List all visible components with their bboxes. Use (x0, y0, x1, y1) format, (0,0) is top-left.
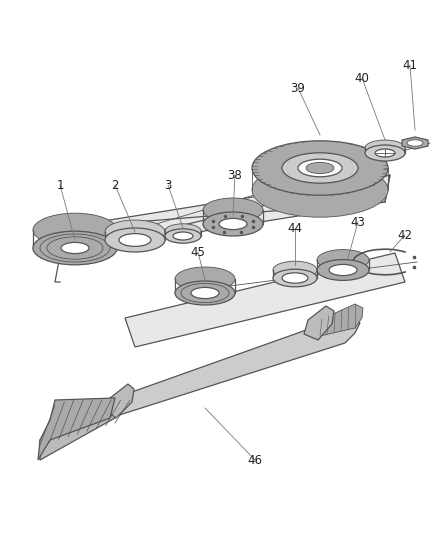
Polygon shape (401, 137, 427, 149)
Ellipse shape (191, 287, 219, 298)
Ellipse shape (328, 264, 356, 276)
Ellipse shape (305, 163, 333, 174)
Text: 44: 44 (287, 222, 302, 235)
Ellipse shape (251, 141, 387, 195)
Polygon shape (303, 306, 333, 340)
Polygon shape (38, 398, 115, 460)
Polygon shape (55, 175, 389, 255)
Ellipse shape (316, 249, 368, 270)
Ellipse shape (364, 145, 404, 161)
Ellipse shape (272, 261, 316, 279)
Ellipse shape (316, 260, 368, 280)
Ellipse shape (272, 269, 316, 287)
Polygon shape (319, 304, 362, 336)
Ellipse shape (105, 228, 165, 252)
Ellipse shape (374, 149, 394, 157)
Ellipse shape (33, 231, 117, 265)
Ellipse shape (33, 213, 117, 247)
Text: 40: 40 (354, 71, 369, 85)
Text: 1: 1 (56, 179, 64, 191)
Ellipse shape (297, 159, 341, 177)
Text: 46: 46 (247, 454, 262, 466)
Ellipse shape (105, 220, 165, 244)
Ellipse shape (406, 140, 422, 146)
Ellipse shape (219, 219, 247, 230)
Text: 2: 2 (111, 179, 119, 191)
Text: 3: 3 (164, 179, 171, 191)
Ellipse shape (119, 233, 151, 246)
Text: 43: 43 (350, 215, 364, 229)
Ellipse shape (281, 153, 357, 183)
Ellipse shape (202, 198, 262, 222)
Polygon shape (105, 318, 359, 418)
Ellipse shape (175, 281, 234, 305)
Polygon shape (108, 384, 134, 418)
Text: 45: 45 (190, 246, 205, 259)
Ellipse shape (364, 140, 404, 156)
Polygon shape (125, 253, 404, 347)
Text: 41: 41 (402, 59, 417, 71)
Text: 42: 42 (396, 229, 412, 241)
Polygon shape (40, 398, 115, 460)
Text: 38: 38 (227, 168, 242, 182)
Ellipse shape (165, 229, 201, 243)
Ellipse shape (251, 163, 387, 217)
Ellipse shape (165, 224, 201, 238)
Ellipse shape (202, 212, 262, 236)
Ellipse shape (173, 232, 193, 240)
Text: 39: 39 (290, 82, 305, 94)
Ellipse shape (175, 267, 234, 291)
Ellipse shape (281, 273, 307, 283)
Ellipse shape (61, 243, 89, 254)
